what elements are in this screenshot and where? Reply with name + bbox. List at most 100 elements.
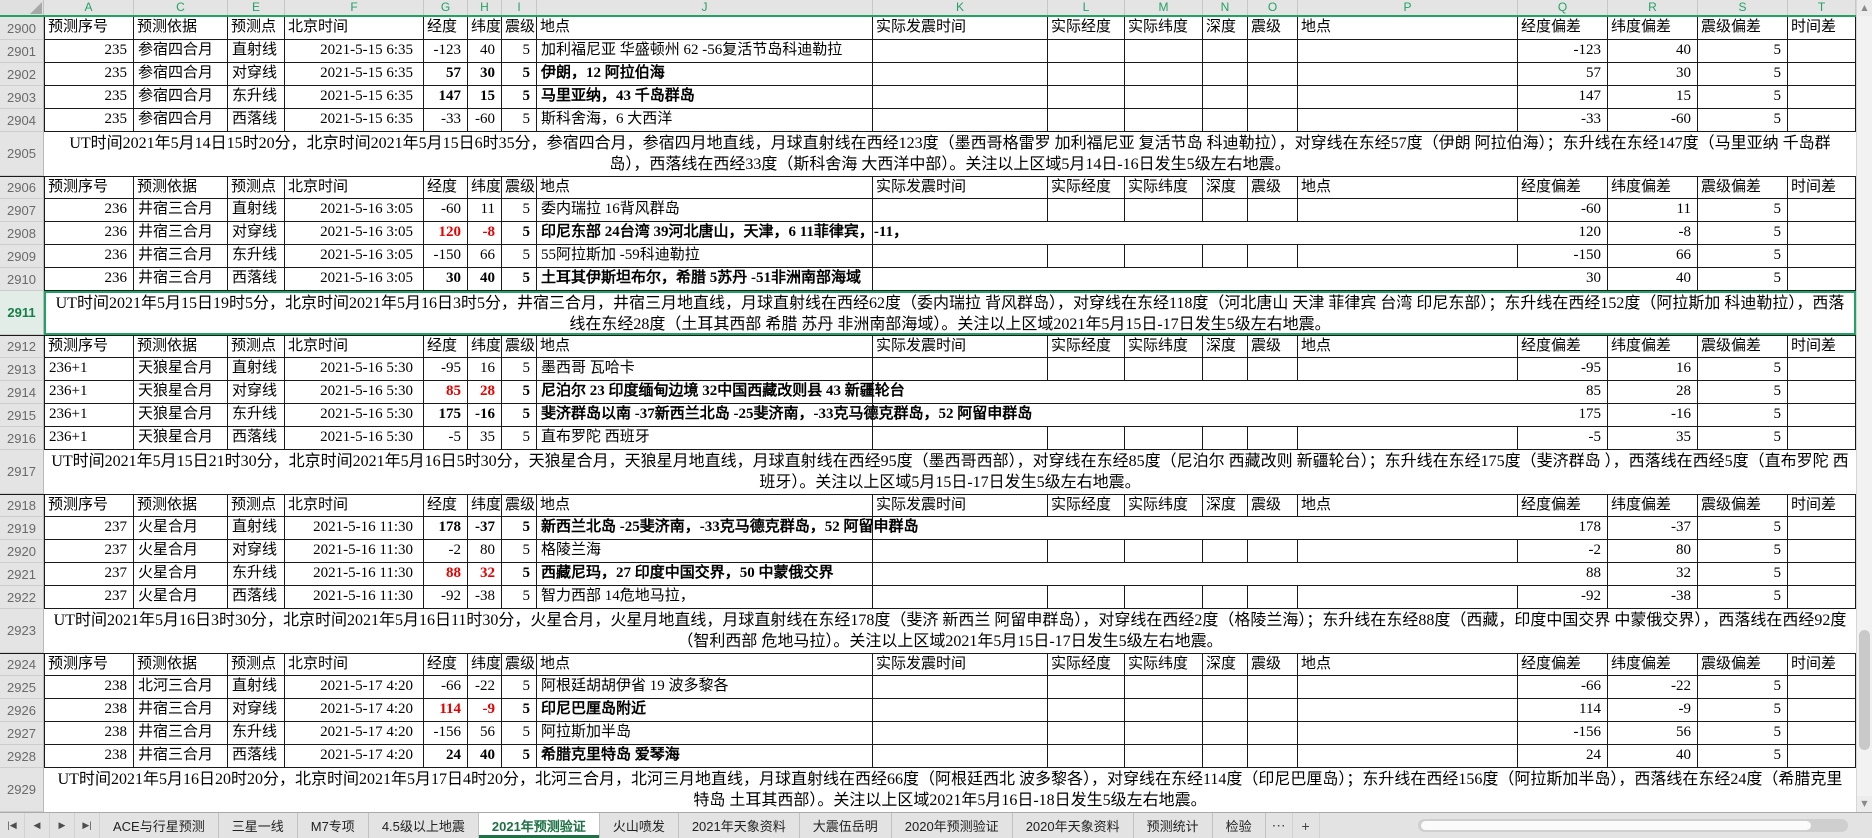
cell-Q2912[interactable]: 经度偏差 [1518,336,1608,358]
cell-F2915[interactable]: 2021-5-16 5:30 [285,404,424,427]
cell-K2908[interactable] [873,222,1048,245]
cell-C2921[interactable]: 火星合月 [134,563,228,586]
cell-C2901[interactable]: 参宿四合月 [134,40,228,63]
col-header-G[interactable]: G [424,0,468,15]
cell-T2906[interactable]: 时间差 [1788,177,1856,199]
cell-K2925[interactable] [873,676,1048,699]
cell-P2912[interactable]: 地点 [1298,336,1518,358]
cell-O2910[interactable] [1248,268,1298,291]
row-header-2918[interactable]: 2918 [0,495,44,517]
horizontal-scroll-thumb[interactable] [1421,821,1811,830]
cell-P2924[interactable]: 地点 [1298,654,1518,676]
col-header-P[interactable]: P [1298,0,1518,15]
cell-Q2922[interactable]: -92 [1518,586,1608,609]
cell-R2902[interactable]: 30 [1608,63,1698,86]
cell-M2900[interactable]: 实际纬度 [1125,17,1203,40]
cell-Q2904[interactable]: -33 [1518,109,1608,132]
cell-O2904[interactable] [1248,109,1298,132]
cell-P2902[interactable] [1298,63,1518,86]
cell-K2918[interactable]: 实际发震时间 [873,495,1048,517]
cell-I2921[interactable]: 5 [502,563,537,586]
cell-O2912[interactable]: 震级 [1248,336,1298,358]
cell-N2913[interactable] [1203,358,1248,381]
cell-S2926[interactable]: 5 [1698,699,1788,722]
cell-T2922[interactable] [1788,586,1856,609]
cell-H2915[interactable]: -16 [468,404,502,427]
cell-R2914[interactable]: 28 [1608,381,1698,404]
cell-R2919[interactable]: -37 [1608,517,1698,540]
cell-P2907[interactable] [1298,199,1518,222]
col-header-K[interactable]: K [873,0,1048,15]
cell-P2928[interactable] [1298,745,1518,768]
cell-L2906[interactable]: 实际经度 [1048,177,1125,199]
cell-J2903[interactable]: 马里亚纳，43 千岛群岛 [537,86,873,109]
row-header-2907[interactable]: 2907 [0,199,44,222]
cell-G2924[interactable]: 经度 [424,654,468,676]
cell-J2900[interactable]: 地点 [537,17,873,40]
cell-I2904[interactable]: 5 [502,109,537,132]
cell-E2916[interactable]: 西落线 [228,427,285,450]
cell-M2919[interactable] [1125,517,1203,540]
cell-R2921[interactable]: 32 [1608,563,1698,586]
cell-F2928[interactable]: 2021-5-17 4:20 [285,745,424,768]
col-header-L[interactable]: L [1048,0,1125,15]
cell-C2928[interactable]: 井宿三合月 [134,745,228,768]
cell-G2926[interactable]: 114 [424,699,468,722]
cell-G2909[interactable]: -150 [424,245,468,268]
cell-K2919[interactable] [873,517,1048,540]
cell-A2913[interactable]: 236+1 [44,358,134,381]
cell-Q2927[interactable]: -156 [1518,722,1608,745]
cell-H2912[interactable]: 纬度 [468,336,502,358]
cell-C2907[interactable]: 井宿三合月 [134,199,228,222]
cell-G2914[interactable]: 85 [424,381,468,404]
cell-R2927[interactable]: 56 [1608,722,1698,745]
cell-A2912[interactable]: 预测序号 [44,336,134,358]
sheet-tab-2020年预测验证[interactable]: 2020年预测验证 [892,813,1013,838]
cell-A2906[interactable]: 预测序号 [44,177,134,199]
cell-T2918[interactable]: 时间差 [1788,495,1856,517]
col-header-N[interactable]: N [1203,0,1248,15]
cell-Q2919[interactable]: 178 [1518,517,1608,540]
cell-G2921[interactable]: 88 [424,563,468,586]
cell-T2914[interactable] [1788,381,1856,404]
row-header-2901[interactable]: 2901 [0,40,44,63]
row-header-2921[interactable]: 2921 [0,563,44,586]
cell-M2925[interactable] [1125,676,1203,699]
cell-P2922[interactable] [1298,586,1518,609]
cell-P2927[interactable] [1298,722,1518,745]
cell-E2922[interactable]: 西落线 [228,586,285,609]
cell-E2910[interactable]: 西落线 [228,268,285,291]
cell-A2904[interactable]: 235 [44,109,134,132]
cell-F2916[interactable]: 2021-5-16 5:30 [285,427,424,450]
cell-A2925[interactable]: 238 [44,676,134,699]
cell-C2903[interactable]: 参宿四合月 [134,86,228,109]
note-cell-2929[interactable]: UT时间2021年5月16日20时20分，北京时间2021年5月17日4时20分… [44,768,1856,812]
cell-P2916[interactable] [1298,427,1518,450]
cell-J2924[interactable]: 地点 [537,654,873,676]
cell-O2903[interactable] [1248,86,1298,109]
cell-A2908[interactable]: 236 [44,222,134,245]
cell-H2907[interactable]: 11 [468,199,502,222]
cell-N2912[interactable]: 深度 [1203,336,1248,358]
cell-A2903[interactable]: 235 [44,86,134,109]
col-header-J[interactable]: J [537,0,873,15]
cell-E2920[interactable]: 对穿线 [228,540,285,563]
cell-O2921[interactable] [1248,563,1298,586]
cell-C2900[interactable]: 预测依据 [134,17,228,40]
cell-L2909[interactable] [1048,245,1125,268]
cell-I2912[interactable]: 震级 [502,336,537,358]
cell-K2916[interactable] [873,427,1048,450]
sheet-tab-2021年预测验证[interactable]: 2021年预测验证 [478,813,600,838]
cell-Q2924[interactable]: 经度偏差 [1518,654,1608,676]
cell-N2903[interactable] [1203,86,1248,109]
cell-A2919[interactable]: 237 [44,517,134,540]
cell-G2901[interactable]: -123 [424,40,468,63]
cell-A2900[interactable]: 预测序号 [44,17,134,40]
cell-R2916[interactable]: 35 [1608,427,1698,450]
cell-M2926[interactable] [1125,699,1203,722]
cell-T2919[interactable] [1788,517,1856,540]
cell-C2926[interactable]: 井宿三合月 [134,699,228,722]
cell-L2919[interactable] [1048,517,1125,540]
cell-L2904[interactable] [1048,109,1125,132]
cell-G2910[interactable]: 30 [424,268,468,291]
